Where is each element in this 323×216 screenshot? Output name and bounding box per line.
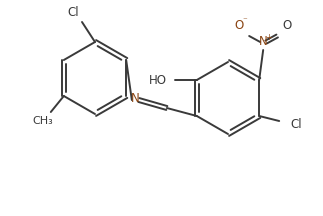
Text: ⁻: ⁻ xyxy=(243,16,247,25)
Text: Cl: Cl xyxy=(67,6,79,19)
Text: +: + xyxy=(265,33,272,42)
Text: HO: HO xyxy=(149,73,167,86)
Text: N: N xyxy=(259,35,267,48)
Text: N: N xyxy=(130,92,139,105)
Text: O: O xyxy=(283,19,292,32)
Text: Cl: Cl xyxy=(290,119,302,132)
Text: O: O xyxy=(234,19,244,32)
Text: CH₃: CH₃ xyxy=(32,116,53,126)
